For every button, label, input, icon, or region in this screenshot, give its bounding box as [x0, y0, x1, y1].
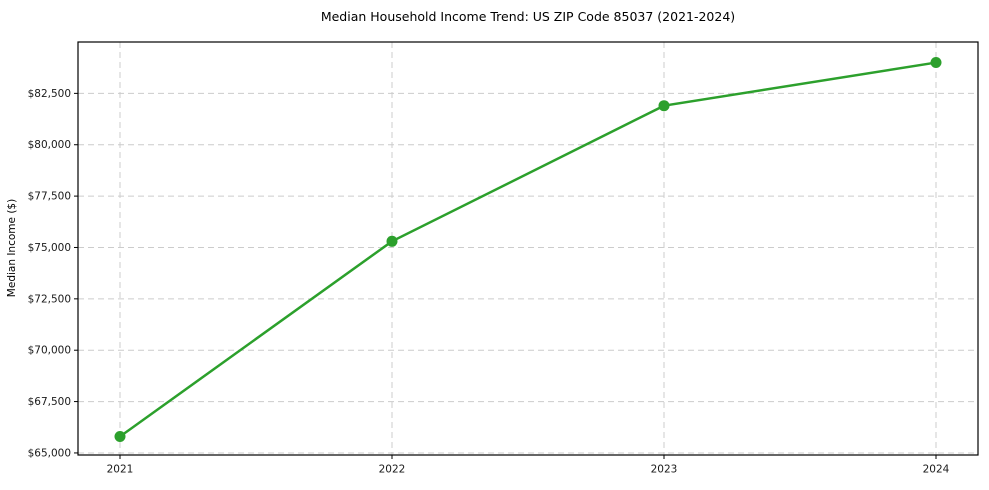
chart-title: Median Household Income Trend: US ZIP Co… — [321, 9, 735, 24]
data-point-marker — [930, 57, 942, 69]
grid-lines — [78, 42, 978, 455]
x-tick-label: 2021 — [107, 464, 134, 476]
y-tick-label: $72,500 — [28, 293, 71, 305]
y-tick-label: $65,000 — [28, 447, 71, 459]
axis-ticks — [74, 92, 937, 459]
y-axis-label: Median Income ($) — [6, 199, 18, 297]
axis-tick-labels: $65,000 $67,500 $70,000 $72,500 $75,000 $77,5… — [28, 88, 950, 476]
data-point-marker — [114, 431, 126, 443]
y-tick-label: $80,000 — [28, 139, 71, 151]
data-point-marker — [386, 235, 398, 247]
y-tick-label: $70,000 — [28, 345, 71, 357]
x-tick-label: 2024 — [923, 464, 950, 476]
y-tick-label: $75,000 — [28, 242, 71, 254]
x-tick-label: 2022 — [379, 464, 406, 476]
trend-line — [118, 61, 938, 438]
y-tick-label: $82,500 — [28, 88, 71, 100]
x-tick-label: 2023 — [651, 464, 678, 476]
y-tick-label: $67,500 — [28, 396, 71, 408]
plot-border — [77, 41, 979, 456]
data-series — [114, 57, 942, 443]
data-point-marker — [658, 100, 670, 112]
y-tick-label: $77,500 — [28, 191, 71, 203]
